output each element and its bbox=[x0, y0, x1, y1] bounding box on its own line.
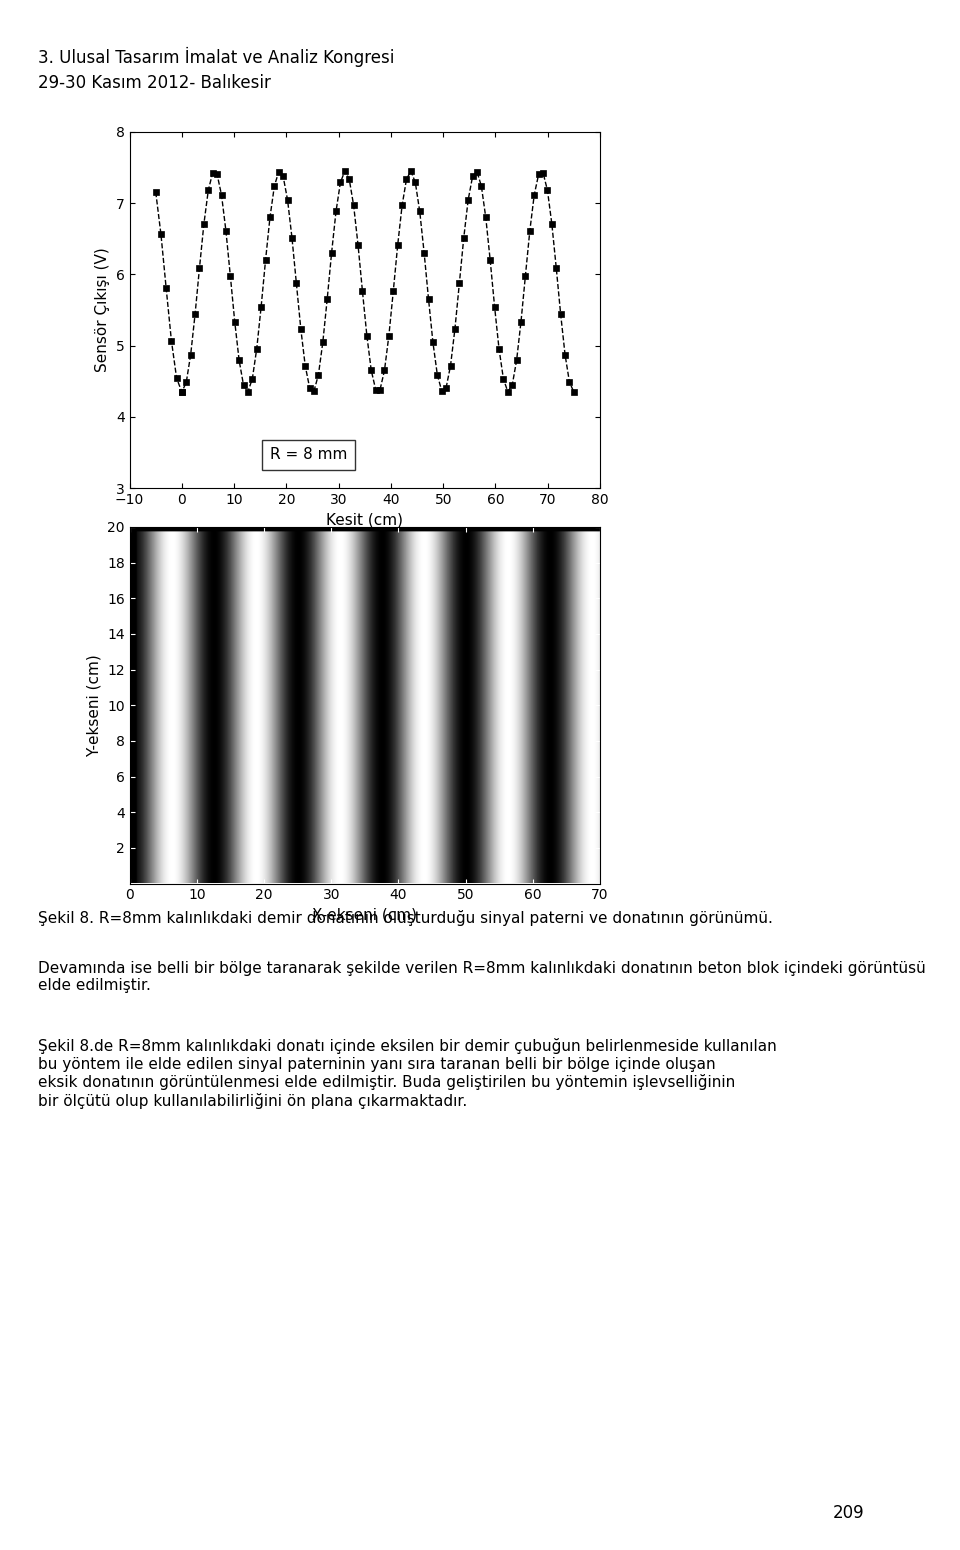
Text: Devamında ise belli bir bölge taranarak şekilde verilen R=8mm kalınlıkdaki donat: Devamında ise belli bir bölge taranarak … bbox=[38, 961, 926, 994]
Text: Şekil 8. R=8mm kalınlıkdaki demir donatının oluşturduğu sinyal paterni ve donatı: Şekil 8. R=8mm kalınlıkdaki demir donatı… bbox=[38, 910, 773, 925]
Y-axis label: Y-ekseni (cm): Y-ekseni (cm) bbox=[86, 654, 102, 756]
Text: Şekil 8.de R=8mm kalınlıkdaki donatı içinde eksilen bir demir çubuğun belirlenme: Şekil 8.de R=8mm kalınlıkdaki donatı içi… bbox=[38, 1038, 778, 1110]
X-axis label: Kesit (cm): Kesit (cm) bbox=[326, 513, 403, 527]
Legend: R = 8 mm: R = 8 mm bbox=[262, 440, 354, 470]
X-axis label: X-ekseni (cm): X-ekseni (cm) bbox=[312, 908, 418, 922]
Text: 3. Ulusal Tasarım İmalat ve Analiz Kongresi: 3. Ulusal Tasarım İmalat ve Analiz Kongr… bbox=[38, 46, 395, 67]
Y-axis label: Sensör Çıkışı (V): Sensör Çıkışı (V) bbox=[95, 248, 110, 372]
Text: 209: 209 bbox=[832, 1504, 864, 1522]
Text: 29-30 Kasım 2012- Balıkesir: 29-30 Kasım 2012- Balıkesir bbox=[38, 74, 272, 93]
